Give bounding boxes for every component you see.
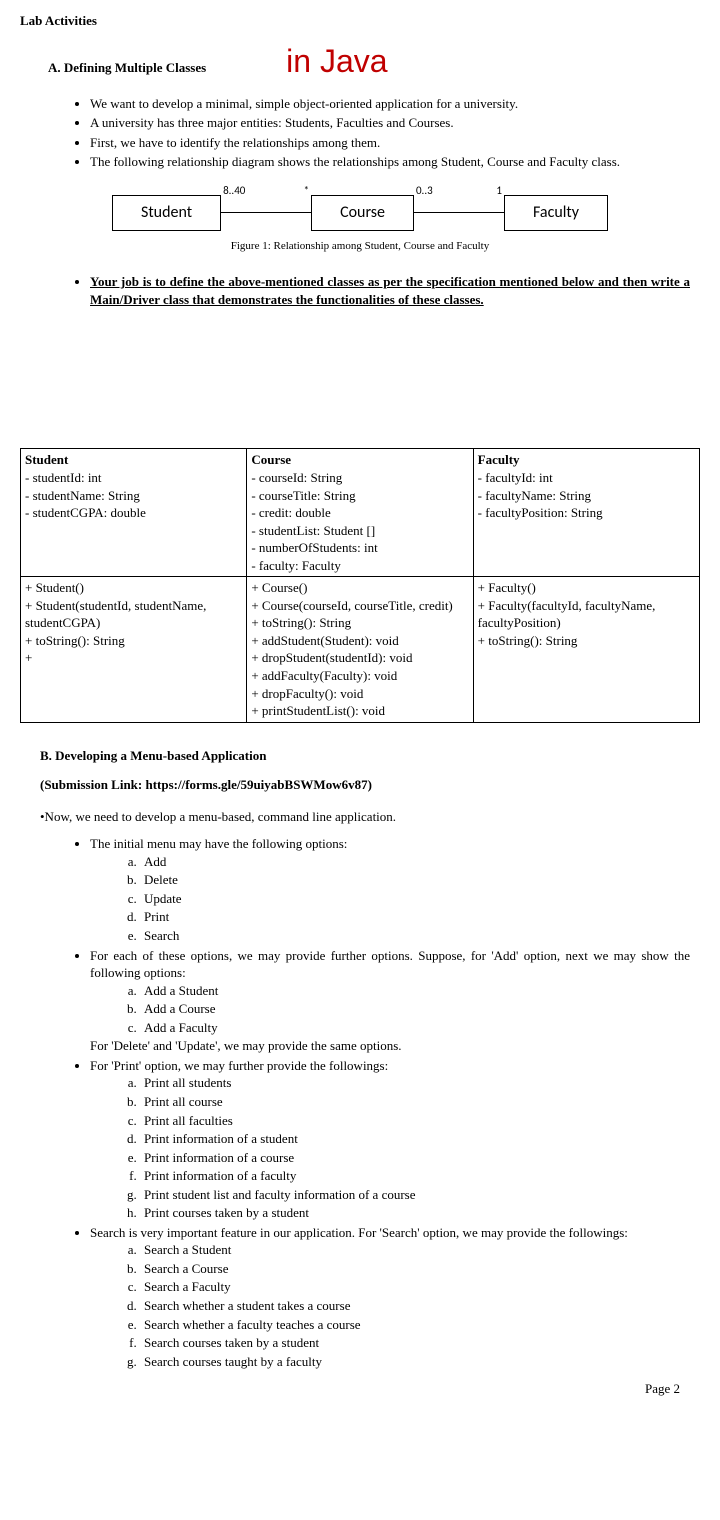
list-item: Print all students [140, 1074, 690, 1092]
list-item: Search whether a student takes a course [140, 1297, 690, 1315]
class-cell: Student- studentId: int- studentName: St… [21, 449, 247, 577]
list-item: Print information of a student [140, 1130, 690, 1148]
list-item: Search courses taught by a faculty [140, 1353, 690, 1371]
list-item: Search whether a faculty teaches a cours… [140, 1316, 690, 1334]
list-item: Print all faculties [140, 1112, 690, 1130]
header-row: A. Defining Multiple Classes in Java [20, 40, 700, 83]
intro-bullet-item: First, we have to identify the relations… [90, 134, 690, 152]
intro-bullet-item: We want to develop a minimal, simple obj… [90, 95, 690, 113]
multiplicity-label: 8..40 [223, 184, 245, 199]
class-methods-cell: + Course()+ Course(courseId, courseTitle… [247, 577, 473, 722]
menu-description: The initial menu may have the following … [90, 835, 690, 1370]
print-intro: For 'Print' option, we may further provi… [90, 1058, 388, 1073]
search-options-list: Search a StudentSearch a CourseSearch a … [140, 1241, 690, 1370]
list-item: Update [140, 890, 690, 908]
entity-faculty: Faculty [504, 195, 608, 231]
list-item: Search [140, 927, 690, 945]
list-item: Add [140, 853, 690, 871]
menu-options-list: AddDeleteUpdatePrintSearch [140, 853, 690, 945]
lab-title: Lab Activities [20, 12, 700, 30]
list-item: Search a Faculty [140, 1278, 690, 1296]
class-methods-cell: + Faculty()+ Faculty(facultyId, facultyN… [473, 577, 699, 722]
relation-student-course: 8..40 * [221, 198, 311, 228]
multiplicity-label: 0..3 [416, 184, 433, 199]
list-item: Print courses taken by a student [140, 1204, 690, 1222]
intro-bullet-item: A university has three major entities: S… [90, 114, 690, 132]
section-b-heading: B. Developing a Menu-based Application [40, 747, 700, 765]
list-item: Print information of a faculty [140, 1167, 690, 1185]
search-intro: Search is very important feature in our … [90, 1225, 628, 1240]
list-item: Print [140, 908, 690, 926]
print-options-list: Print all studentsPrint all coursePrint … [140, 1074, 690, 1221]
job-instruction: Your job is to define the above-mentione… [90, 273, 690, 308]
class-cell: Course- courseId: String- courseTitle: S… [247, 449, 473, 577]
now-text: •Now, we need to develop a menu-based, c… [40, 808, 700, 826]
list-item: Search a Course [140, 1260, 690, 1278]
class-methods-cell: + Student()+ Student(studentId, studentN… [21, 577, 247, 722]
intro-bullet-item: The following relationship diagram shows… [90, 153, 690, 171]
list-item: Print information of a course [140, 1149, 690, 1167]
multiplicity-label: * [304, 184, 309, 199]
intro-bullets: We want to develop a minimal, simple obj… [90, 95, 690, 171]
submission-link: (Submission Link: https://forms.gle/59ui… [40, 776, 700, 794]
page-number: Page 2 [20, 1380, 700, 1398]
list-item: Search a Student [140, 1241, 690, 1259]
relation-course-faculty: 0..3 1 [414, 198, 504, 228]
figure-caption: Figure 1: Relationship among Student, Co… [20, 239, 700, 254]
section-a-heading: A. Defining Multiple Classes [48, 59, 206, 77]
list-item: Print student list and faculty informati… [140, 1186, 690, 1204]
list-item: Delete [140, 871, 690, 889]
entity-course: Course [311, 195, 414, 231]
entity-student: Student [112, 195, 221, 231]
multiplicity-label: 1 [496, 184, 502, 199]
big-title: in Java [286, 40, 387, 83]
add-intro: For each of these options, we may provid… [90, 948, 690, 981]
class-specification-table: Student- studentId: int- studentName: St… [20, 448, 700, 722]
list-item: Add a Student [140, 982, 690, 1000]
list-item: Add a Faculty [140, 1019, 690, 1037]
class-cell: Faculty- facultyId: int- facultyName: St… [473, 449, 699, 577]
list-item: Search courses taken by a student [140, 1334, 690, 1352]
menu-intro: The initial menu may have the following … [90, 836, 347, 851]
list-item: Print all course [140, 1093, 690, 1111]
delete-update-note: For 'Delete' and 'Update', we may provid… [90, 1037, 690, 1055]
list-item: Add a Course [140, 1000, 690, 1018]
relationship-diagram: Student 8..40 * Course 0..3 1 Faculty [20, 195, 700, 231]
add-options-list: Add a StudentAdd a CourseAdd a Faculty [140, 982, 690, 1037]
